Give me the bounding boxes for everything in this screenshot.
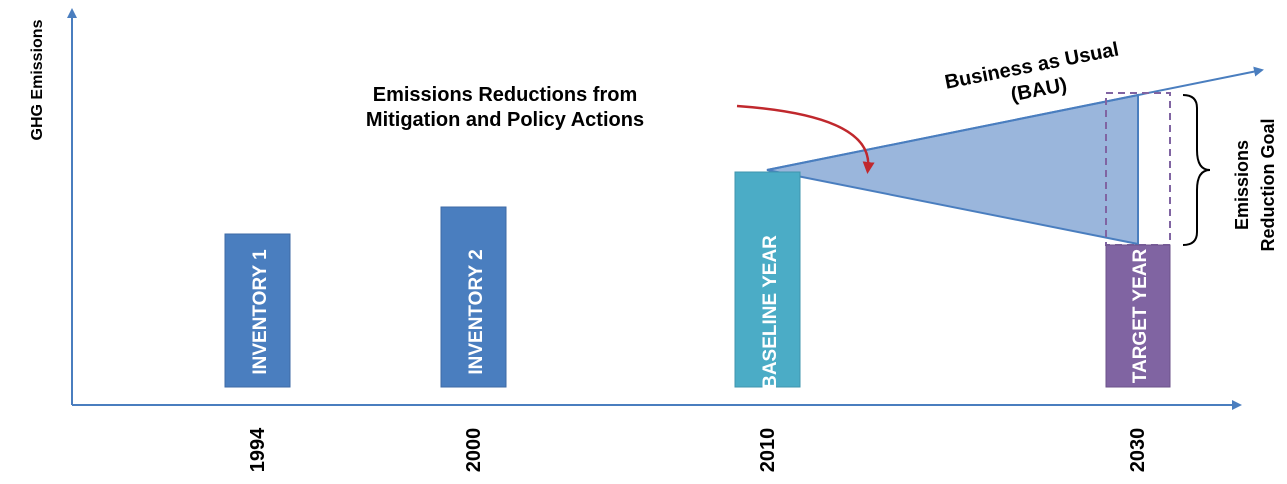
bar-inventory-1 [224, 233, 291, 388]
reduction-goal-label-line-1: Emissions [1232, 140, 1252, 230]
annotation-arrow [736, 104, 875, 174]
year-label-1994: 1994 [247, 427, 269, 472]
reduction-goal-label-line-2: Reduction Goal [1258, 118, 1278, 251]
bar-label-baseline-year: BASELINE YEAR [760, 235, 781, 389]
bau-trend-line [766, 66, 1264, 171]
bar-target-year [1105, 244, 1171, 388]
year-label-2010: 2010 [757, 428, 779, 473]
annotation-line-1: Emissions Reductions from [373, 84, 638, 106]
emissions-reduction-wedge [766, 93, 1139, 246]
annotation-line-2: Mitigation and Policy Actions [366, 109, 644, 131]
reduction-goal-brace [1182, 94, 1211, 246]
bar-label-inventory-2: INVENTORY 2 [466, 249, 487, 374]
bar-baseline-year [734, 171, 801, 388]
bar-label-inventory-1: INVENTORY 1 [250, 249, 271, 375]
y-axis-label: GHG Emissions [29, 19, 46, 140]
bar-inventory-2 [440, 206, 507, 388]
bar-label-target-year: TARGET YEAR [1130, 249, 1151, 384]
year-label-2030: 2030 [1127, 428, 1149, 473]
year-label-2000: 2000 [463, 428, 485, 473]
